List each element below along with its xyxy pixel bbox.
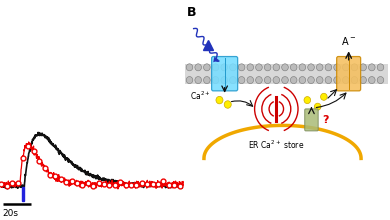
- Circle shape: [273, 77, 280, 84]
- Circle shape: [308, 77, 314, 84]
- Text: B: B: [186, 6, 196, 18]
- Circle shape: [325, 64, 332, 71]
- Circle shape: [224, 101, 231, 108]
- Circle shape: [299, 64, 306, 71]
- Circle shape: [291, 64, 297, 71]
- Circle shape: [377, 77, 384, 84]
- Circle shape: [308, 64, 314, 71]
- Circle shape: [334, 64, 340, 71]
- Circle shape: [230, 64, 236, 71]
- FancyBboxPatch shape: [337, 57, 361, 91]
- Text: ER Ca$^{2+}$ store: ER Ca$^{2+}$ store: [248, 138, 305, 151]
- Circle shape: [186, 64, 193, 71]
- Circle shape: [216, 96, 223, 104]
- Circle shape: [282, 77, 288, 84]
- Text: ?: ?: [322, 115, 328, 125]
- Circle shape: [238, 64, 245, 71]
- Circle shape: [342, 77, 349, 84]
- Circle shape: [334, 77, 340, 84]
- Bar: [185, 64, 388, 84]
- Circle shape: [360, 64, 367, 71]
- Circle shape: [195, 64, 202, 71]
- FancyBboxPatch shape: [305, 109, 318, 131]
- Circle shape: [325, 77, 332, 84]
- Circle shape: [264, 77, 271, 84]
- Circle shape: [351, 64, 358, 71]
- Text: A$^-$: A$^-$: [341, 35, 356, 47]
- Circle shape: [247, 77, 254, 84]
- Circle shape: [212, 64, 219, 71]
- Circle shape: [204, 77, 210, 84]
- Circle shape: [282, 64, 288, 71]
- Circle shape: [221, 77, 227, 84]
- Circle shape: [273, 64, 280, 71]
- Circle shape: [230, 77, 236, 84]
- Circle shape: [304, 97, 310, 104]
- Circle shape: [316, 64, 323, 71]
- Circle shape: [299, 77, 306, 84]
- Text: Ca$^{2+}$: Ca$^{2+}$: [190, 90, 210, 102]
- Circle shape: [264, 64, 271, 71]
- Circle shape: [238, 77, 245, 84]
- Circle shape: [255, 77, 262, 84]
- Circle shape: [377, 64, 384, 71]
- Circle shape: [316, 77, 323, 84]
- Circle shape: [291, 77, 297, 84]
- Circle shape: [351, 77, 358, 84]
- Circle shape: [247, 64, 254, 71]
- Circle shape: [342, 64, 349, 71]
- Circle shape: [186, 77, 193, 84]
- Circle shape: [212, 77, 219, 84]
- Text: 20s: 20s: [3, 209, 19, 218]
- Circle shape: [360, 77, 367, 84]
- Circle shape: [221, 64, 227, 71]
- Circle shape: [314, 103, 321, 110]
- Circle shape: [369, 77, 375, 84]
- Circle shape: [204, 64, 210, 71]
- Circle shape: [321, 93, 327, 100]
- FancyBboxPatch shape: [212, 57, 238, 91]
- Circle shape: [255, 64, 262, 71]
- Circle shape: [369, 64, 375, 71]
- Bar: [22, 187, 24, 201]
- Circle shape: [195, 77, 202, 84]
